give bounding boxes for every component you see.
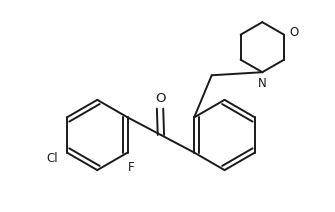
Text: N: N xyxy=(258,77,267,90)
Text: O: O xyxy=(155,92,165,105)
Text: O: O xyxy=(289,26,298,39)
Text: F: F xyxy=(128,161,134,174)
Text: Cl: Cl xyxy=(47,152,58,165)
